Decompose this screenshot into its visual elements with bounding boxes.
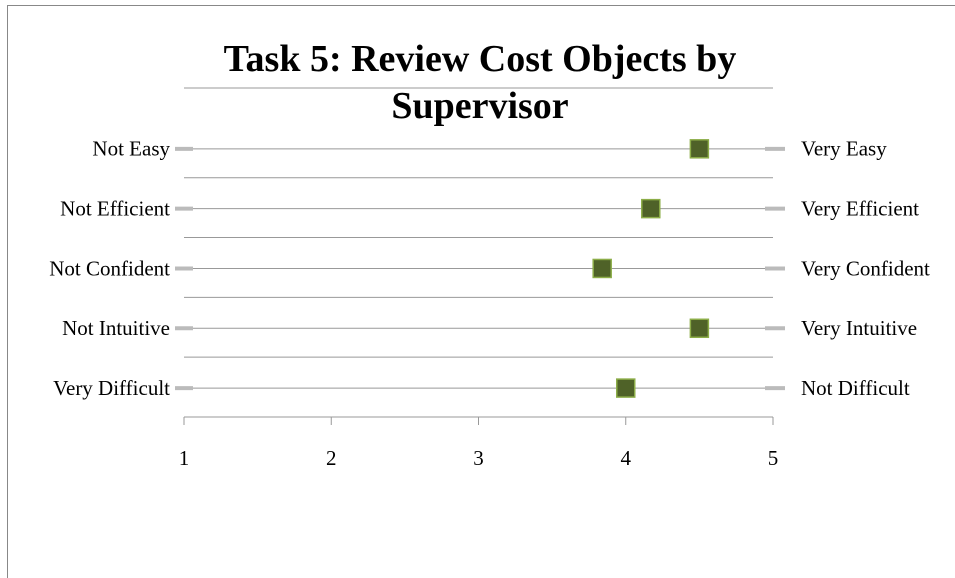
right-label: Very Confident <box>801 256 930 280</box>
marker <box>616 378 636 398</box>
left-label: Not Intuitive <box>62 316 170 340</box>
right-label: Very Easy <box>801 137 887 161</box>
left-label: Very Difficult <box>53 376 170 400</box>
left-label: Not Confident <box>49 256 170 280</box>
chart-frame <box>7 5 955 578</box>
chart-title: Task 5: Review Cost Objects by Superviso… <box>223 38 737 127</box>
left-label: Not Easy <box>92 137 170 161</box>
x-tick-label: 5 <box>768 446 779 470</box>
x-tick-label: 1 <box>179 446 190 470</box>
left-label: Not Efficient <box>60 196 170 220</box>
right-label: Not Difficult <box>801 376 910 400</box>
x-tick-label: 4 <box>621 446 632 470</box>
marker <box>689 139 710 159</box>
x-tick-label: 2 <box>326 446 337 470</box>
marker <box>689 318 710 339</box>
marker <box>641 198 661 219</box>
right-label: Very Efficient <box>801 196 919 220</box>
x-tick-label: 3 <box>473 446 484 470</box>
right-label: Very Intuitive <box>801 316 917 340</box>
marker <box>592 258 612 279</box>
